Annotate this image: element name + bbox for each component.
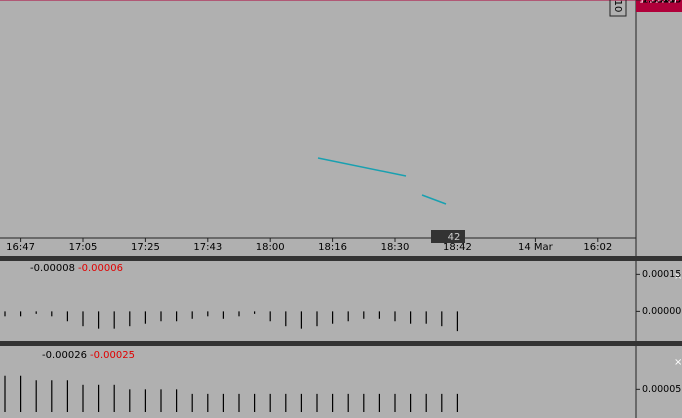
x-tick-label: 17:25 [131, 242, 160, 253]
panel-separator [0, 256, 682, 261]
price-level-box [636, 0, 682, 12]
y-tick-label: 1.33295 [642, 0, 681, 6]
panel-box [609, 0, 627, 17]
indicator-value: -0.00026 [42, 350, 87, 361]
x-tick-label: 18:16 [318, 242, 347, 253]
y-tick-label: 1.33215 [642, 0, 681, 6]
timer-label: 42 [448, 232, 461, 243]
close-icon[interactable]: × [674, 357, 682, 368]
y-tick-label: 1.33255 [642, 0, 681, 6]
x-tick-label: 17:43 [193, 242, 222, 253]
indicator-value: -0.00006 [78, 263, 123, 274]
close-icon[interactable]: × [674, 271, 682, 282]
indicator-value: -0.00025 [90, 350, 135, 361]
rotated-label: 10 [612, 0, 623, 12]
y-tick-label: 0.00015 [642, 269, 681, 280]
y-tick-label: 0.00000 [642, 306, 681, 317]
x-tick-label: 14 Mar [518, 242, 554, 253]
x-tick-label: 18:42 [443, 242, 472, 253]
x-tick-label: 17:05 [69, 242, 98, 253]
x-tick-label: 18:30 [381, 242, 410, 253]
x-tick-label: 16:02 [583, 242, 612, 253]
y-tick-label: 0.00005 [642, 384, 681, 395]
indicator-value: -0.00008 [30, 263, 75, 274]
x-tick-label: 16:47 [6, 242, 35, 253]
arrow [421, 194, 447, 205]
x-tick-label: 18:00 [256, 242, 285, 253]
timer-box [431, 230, 465, 243]
y-tick-label: 1.33135 [642, 0, 681, 6]
price-level-label: 1.33081 [639, 0, 678, 6]
panel-separator [0, 341, 682, 346]
y-tick-label: 1.33335 [642, 0, 681, 6]
arrow [317, 157, 407, 177]
y-tick-label: 1.33375 [642, 0, 681, 6]
y-tick-label: 1.33175 [642, 0, 681, 6]
